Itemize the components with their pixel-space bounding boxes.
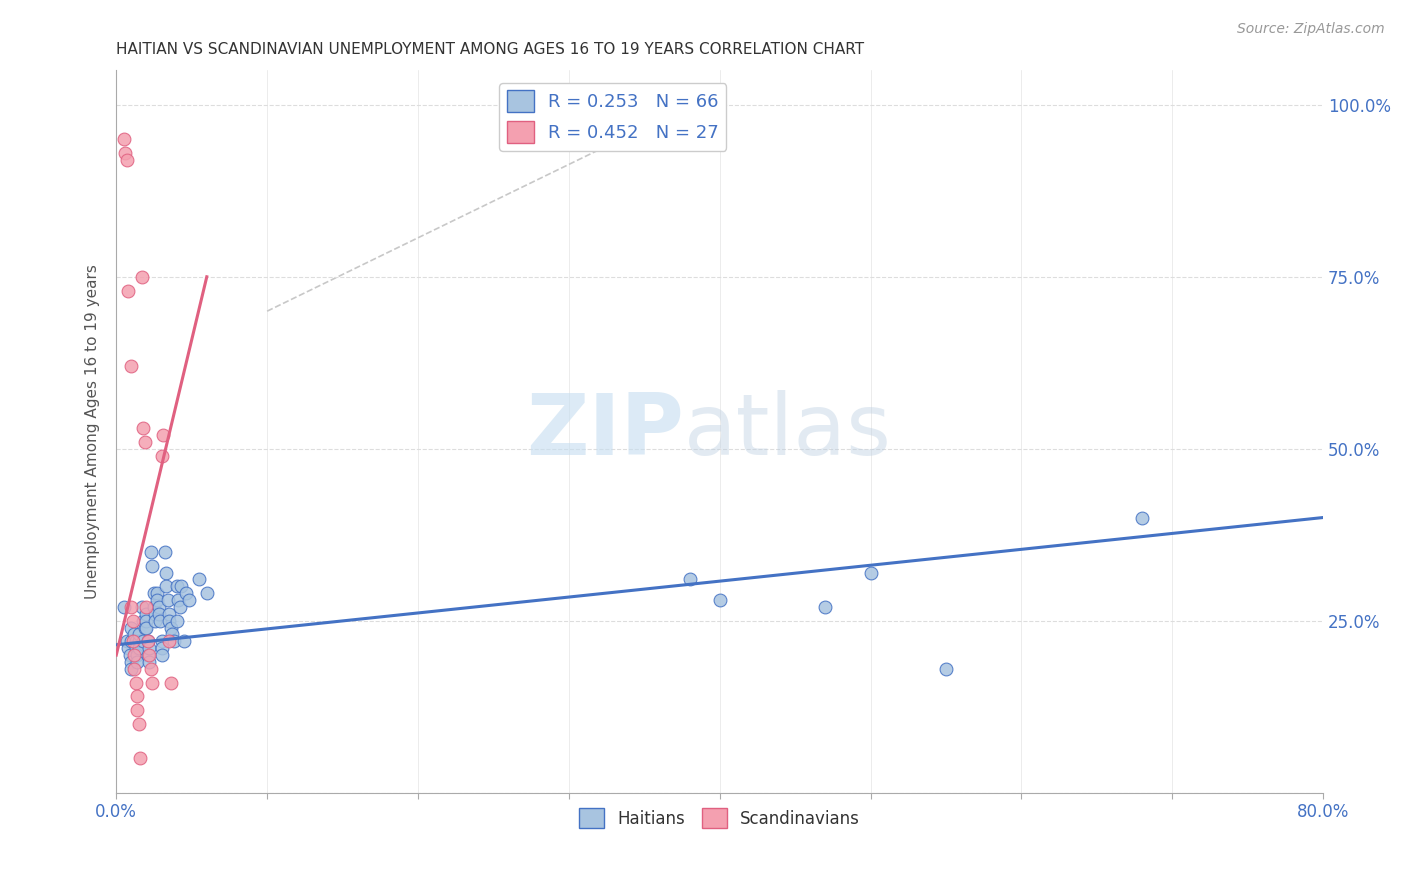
- Point: [177, 593, 200, 607]
- Point: [141, 675, 163, 690]
- Point: [139, 662, 162, 676]
- Point: [136, 648, 159, 662]
- Point: [148, 599, 170, 614]
- Point: [159, 675, 181, 690]
- Point: [157, 607, 180, 621]
- Point: [136, 634, 159, 648]
- Point: [935, 662, 957, 676]
- Point: [157, 614, 180, 628]
- Point: [173, 634, 195, 648]
- Point: [146, 586, 169, 600]
- Point: [138, 648, 160, 662]
- Point: [155, 579, 177, 593]
- Text: HAITIAN VS SCANDINAVIAN UNEMPLOYMENT AMONG AGES 16 TO 19 YEARS CORRELATION CHART: HAITIAN VS SCANDINAVIAN UNEMPLOYMENT AMO…: [117, 42, 865, 57]
- Point: [115, 634, 138, 648]
- Point: [135, 621, 157, 635]
- Point: [120, 662, 142, 676]
- Point: [112, 132, 135, 146]
- Point: [157, 634, 180, 648]
- Point: [169, 599, 191, 614]
- Point: [129, 751, 152, 765]
- Point: [148, 607, 170, 621]
- Point: [120, 655, 142, 669]
- Point: [150, 648, 173, 662]
- Point: [145, 607, 167, 621]
- Legend: Haitians, Scandinavians: Haitians, Scandinavians: [572, 801, 868, 835]
- Point: [143, 599, 166, 614]
- Point: [121, 614, 143, 628]
- Point: [117, 641, 139, 656]
- Point: [160, 627, 183, 641]
- Point: [115, 153, 138, 167]
- Point: [125, 634, 148, 648]
- Point: [138, 641, 160, 656]
- Point: [124, 648, 146, 662]
- Point: [145, 614, 167, 628]
- Point: [1130, 510, 1153, 524]
- Point: [153, 545, 176, 559]
- Y-axis label: Unemployment Among Ages 16 to 19 years: Unemployment Among Ages 16 to 19 years: [86, 264, 100, 599]
- Point: [114, 145, 136, 160]
- Point: [112, 599, 135, 614]
- Point: [132, 614, 155, 628]
- Point: [146, 593, 169, 607]
- Point: [118, 648, 141, 662]
- Point: [134, 434, 156, 449]
- Point: [155, 566, 177, 580]
- Text: Source: ZipAtlas.com: Source: ZipAtlas.com: [1237, 22, 1385, 37]
- Point: [128, 717, 150, 731]
- Point: [125, 641, 148, 656]
- Point: [120, 599, 142, 614]
- Point: [124, 627, 146, 641]
- Point: [156, 593, 179, 607]
- Point: [859, 566, 882, 580]
- Point: [132, 634, 155, 648]
- Point: [135, 614, 157, 628]
- Point: [120, 359, 142, 374]
- Point: [167, 593, 190, 607]
- Point: [159, 621, 181, 635]
- Point: [149, 614, 172, 628]
- Point: [138, 655, 160, 669]
- Point: [150, 449, 173, 463]
- Point: [188, 573, 211, 587]
- Point: [162, 634, 184, 648]
- Point: [195, 586, 218, 600]
- Point: [128, 641, 150, 656]
- Point: [150, 641, 173, 656]
- Point: [170, 579, 193, 593]
- Point: [120, 621, 142, 635]
- Point: [131, 269, 153, 284]
- Point: [127, 703, 149, 717]
- Text: atlas: atlas: [683, 390, 891, 473]
- Point: [136, 634, 159, 648]
- Point: [121, 634, 143, 648]
- Point: [139, 545, 162, 559]
- Text: ZIP: ZIP: [526, 390, 683, 473]
- Point: [128, 634, 150, 648]
- Point: [127, 648, 149, 662]
- Point: [135, 607, 157, 621]
- Point: [166, 579, 188, 593]
- Point: [125, 675, 148, 690]
- Point: [120, 634, 142, 648]
- Point: [150, 634, 173, 648]
- Point: [709, 593, 731, 607]
- Point: [135, 599, 157, 614]
- Point: [678, 573, 700, 587]
- Point: [131, 599, 153, 614]
- Point: [128, 627, 150, 641]
- Point: [143, 586, 166, 600]
- Point: [132, 421, 155, 435]
- Point: [134, 621, 156, 635]
- Point: [814, 599, 837, 614]
- Point: [166, 614, 188, 628]
- Point: [117, 284, 139, 298]
- Point: [152, 428, 174, 442]
- Point: [141, 558, 163, 573]
- Point: [174, 586, 197, 600]
- Point: [124, 662, 146, 676]
- Point: [127, 690, 149, 704]
- Point: [127, 655, 149, 669]
